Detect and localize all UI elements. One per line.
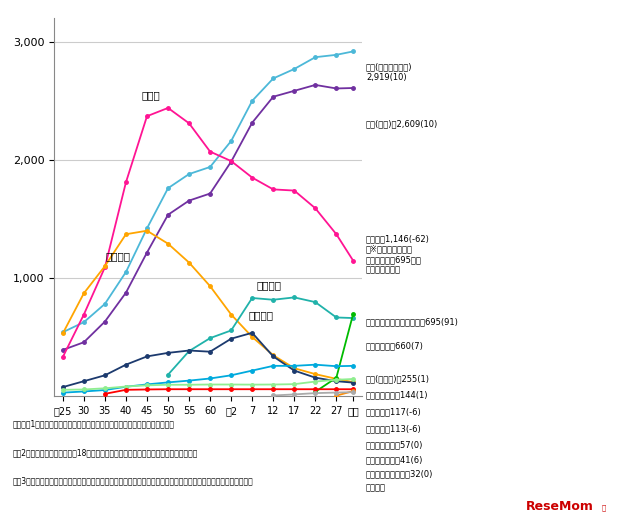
- Text: 幼保連携型認定こども園　695(91): 幼保連携型認定こども園 695(91): [366, 318, 459, 327]
- Text: ReseMom: ReseMom: [526, 500, 594, 513]
- Text: 各種学校: 各種学校: [105, 251, 130, 261]
- Text: 各種学校　117(-6): 各種学校 117(-6): [366, 407, 422, 416]
- Text: 短期大学　113(-6): 短期大学 113(-6): [366, 424, 422, 433]
- Text: 高等専門学校　57(0): 高等専門学校 57(0): [366, 441, 424, 450]
- Text: （注）　1　（　）内の数値は，前年度からの増減値（単位：千人）である。: （注） 1 （ ）内の数値は，前年度からの増減値（単位：千人）である。: [13, 419, 175, 428]
- Text: 2　特別支援学校は，平成18年度以前は盲学校，肌学校及び養護学校の計である。: 2 特別支援学校は，平成18年度以前は盲学校，肌学校及び養護学校の計である。: [13, 448, 198, 457]
- Text: ス: ス: [602, 504, 606, 511]
- Text: 特別支援学校　144(1): 特別支援学校 144(1): [366, 391, 429, 400]
- Text: 大学(学部・大学院)
2,919(10): 大学(学部・大学院) 2,919(10): [366, 63, 413, 82]
- Text: 大学(大学院)　255(1): 大学(大学院) 255(1): [366, 374, 430, 383]
- Text: 令元中等教育学校　32(0): 令元中等教育学校 32(0): [366, 469, 433, 478]
- Text: 3　大学（学部・大学院）には，学部学生、大学院学生のほか、専攻科・別科の学生、科目等履修生等を含む。: 3 大学（学部・大学院）には，学部学生、大学院学生のほか、専攻科・別科の学生、科…: [13, 477, 253, 486]
- Text: 大学(学部)　2,609(10): 大学(学部) 2,609(10): [366, 120, 438, 129]
- Text: 短期大学: 短期大学: [248, 311, 273, 320]
- Text: 専修学校: 専修学校: [257, 280, 282, 290]
- Text: 義務教育学校　41(6): 義務教育学校 41(6): [366, 455, 424, 464]
- Text: 幼稚園: 幼稚園: [142, 90, 161, 100]
- Text: 幼稚園　1,146(-62)
（※幼保連携型認定
　こども園の695千人
　を含まない）: 幼稚園 1,146(-62) （※幼保連携型認定 こども園の695千人 を含まな…: [366, 234, 430, 275]
- Text: 専修学校　　660(7): 専修学校 660(7): [366, 341, 424, 350]
- Text: （年度）: （年度）: [366, 483, 386, 492]
